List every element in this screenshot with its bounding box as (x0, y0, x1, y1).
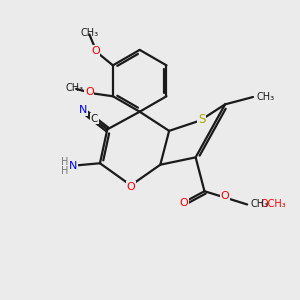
Text: CH₃: CH₃ (256, 92, 275, 102)
Text: O: O (85, 87, 94, 97)
Text: C: C (91, 114, 98, 124)
Text: H: H (61, 166, 68, 176)
Text: N: N (79, 105, 88, 115)
Text: S: S (198, 112, 205, 126)
Text: O: O (91, 46, 100, 56)
Text: CH₃: CH₃ (80, 28, 98, 38)
Text: N: N (69, 161, 77, 171)
Text: O: O (179, 198, 188, 208)
Text: CH₃: CH₃ (251, 200, 269, 209)
Text: CH₃: CH₃ (66, 83, 84, 93)
Text: OCH₃: OCH₃ (260, 200, 286, 209)
Text: O: O (221, 190, 230, 201)
Text: H: H (61, 157, 68, 167)
Text: O: O (127, 182, 135, 192)
